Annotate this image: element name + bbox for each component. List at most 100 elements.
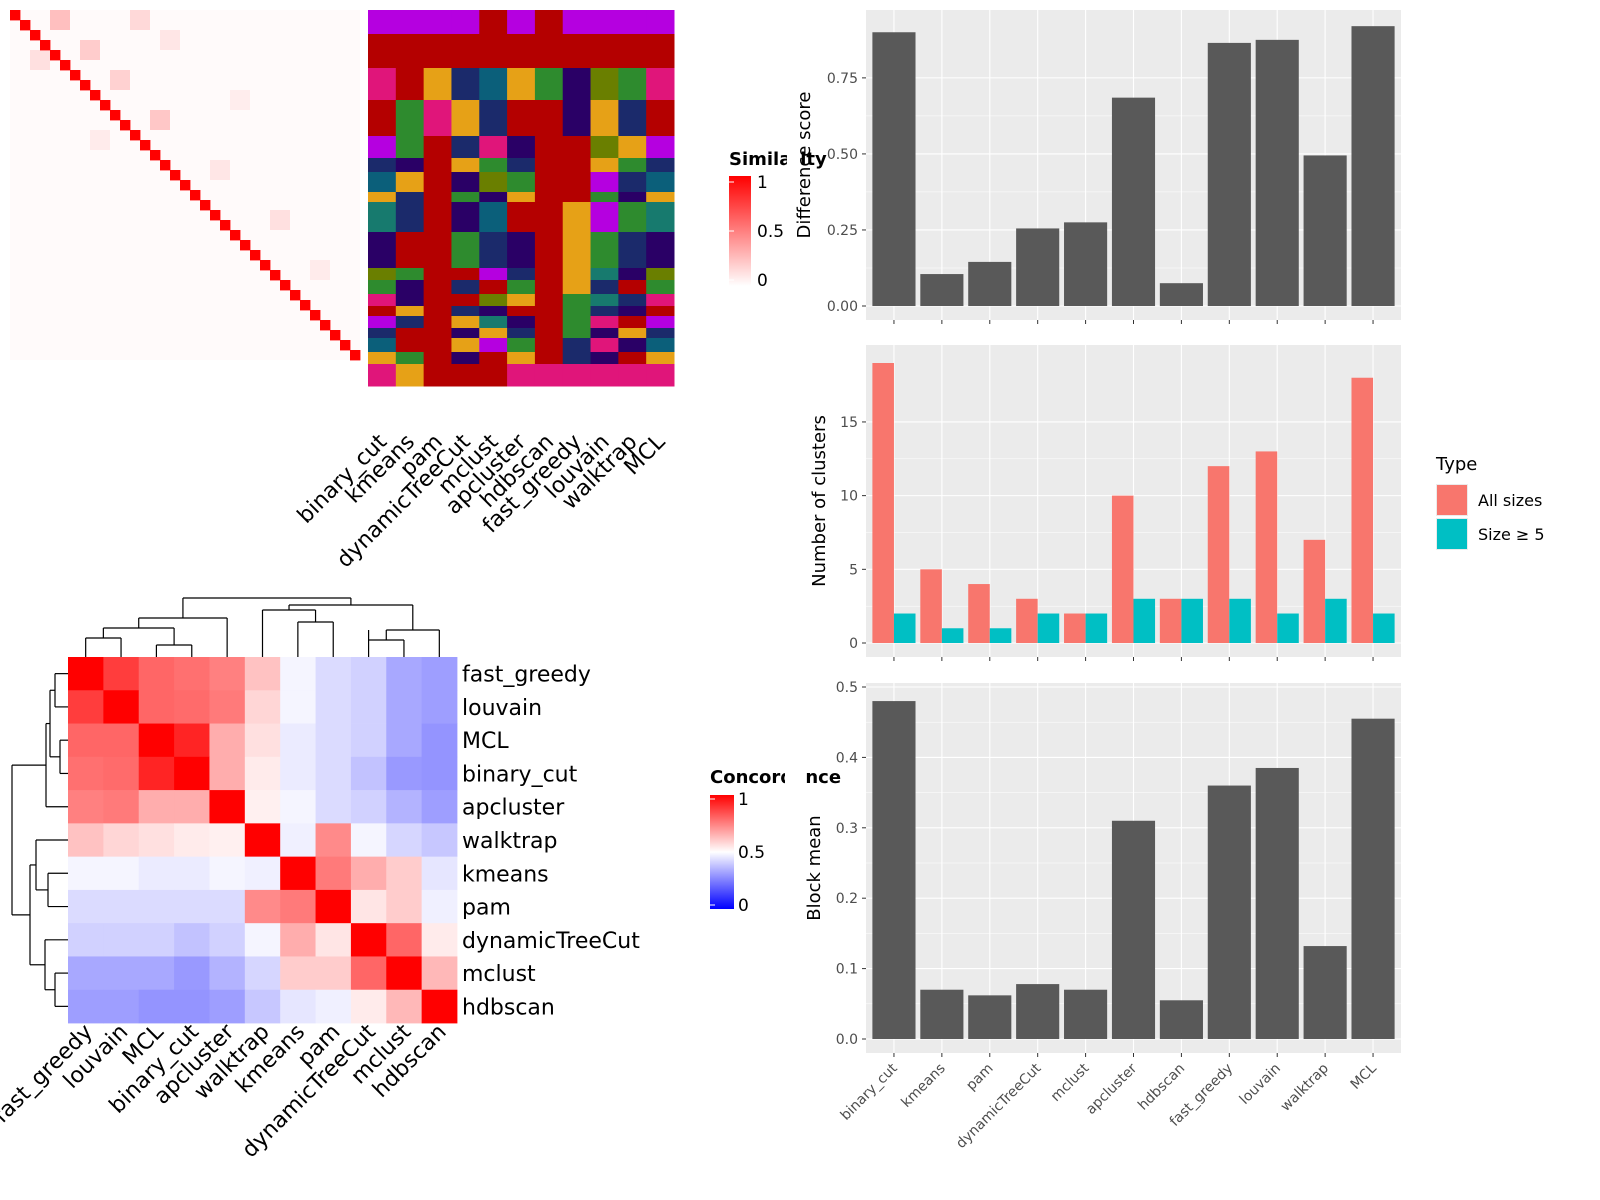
assignment-cell: [368, 202, 397, 233]
concordance-cell: [209, 956, 246, 991]
concordance-cell: [315, 889, 352, 924]
similarity-diagonal-cell: [280, 280, 291, 291]
assignment-cell: [562, 364, 592, 387]
concordance-row-label: pam: [462, 896, 511, 921]
assignment-cell: [451, 68, 480, 101]
assignment-cell: [423, 10, 452, 35]
block_mean-ytick-label: 0.5: [836, 680, 858, 696]
assignment-cell: [368, 364, 397, 387]
concordance-cell: [244, 823, 281, 858]
assignment-cell: [562, 172, 592, 193]
similarity-diagonal-cell: [330, 330, 341, 341]
block_mean-xtick-label: walktrap: [1278, 1060, 1332, 1114]
assignment-cell: [590, 34, 619, 69]
clusters-bar-all-sizes: [872, 363, 894, 643]
concordance-cell: [244, 756, 281, 791]
concordance-cell: [315, 956, 352, 991]
cluster-assignment-heatmap: binary_cutkmeanspamdynamicTreeCutmclusta…: [293, 10, 675, 573]
assignment-cell: [646, 364, 675, 387]
concordance-cell: [68, 823, 104, 858]
concordance-cell: [68, 956, 104, 991]
clusters-bar-all-sizes: [1016, 598, 1038, 643]
concordance-cell: [350, 989, 387, 1024]
assignment-cell: [368, 280, 397, 295]
concordance-cell: [280, 889, 316, 924]
concordance-cell: [315, 823, 352, 858]
assignment-cell: [590, 338, 619, 353]
block-mean-chart: 0.0 0.1 0.2 0.3 0.4 0.5 Block mean binary_cutkm…: [804, 680, 1401, 1152]
concordance-cell: [421, 790, 458, 824]
concordance-cell: [103, 856, 140, 891]
assignment-cell: [507, 352, 536, 365]
concordance-cell: [280, 956, 316, 991]
similarity-diagonal-cell: [170, 170, 181, 181]
assignment-cell: [507, 100, 536, 137]
concordance-cell: [350, 756, 387, 791]
assignment-cell: [646, 280, 675, 295]
assignment-cell: [562, 268, 592, 281]
concordance-cell: [103, 889, 140, 924]
similarity-diagonal-cell: [250, 250, 261, 261]
concordance-cell: [386, 723, 423, 758]
block_mean-bar: [1255, 767, 1299, 1039]
assignment-cell: [590, 364, 619, 387]
difference-ytick-label: 0.75: [827, 71, 858, 87]
assignment-cell: [534, 136, 564, 159]
assignment-cell: [590, 352, 619, 365]
assignment-cell: [395, 68, 425, 101]
clusters-bar-all-sizes: [1159, 598, 1182, 643]
assignment-cell: [590, 232, 619, 269]
similarity-cell: [90, 130, 110, 150]
block_mean-xtick-label: binary_cut: [838, 1060, 902, 1124]
concordance-cell: [280, 923, 316, 957]
assignment-cell: [618, 158, 647, 173]
assignment-cell: [562, 34, 592, 69]
concordance-cell: [350, 790, 387, 824]
clusters-bar-size-ge5: [1085, 613, 1108, 643]
assignment-cell: [534, 100, 564, 137]
concordance-cell: [244, 790, 281, 824]
assignment-cell: [423, 232, 452, 269]
difference-ytick-label: 0.00: [827, 299, 858, 315]
difference-ylabel: Difference score: [794, 92, 815, 239]
assignment-cell: [646, 136, 675, 159]
concordance-cell: [209, 657, 246, 691]
assignment-cell: [395, 352, 425, 365]
concordance-cell: [315, 657, 352, 691]
difference-bar: [872, 32, 916, 306]
concordance-cell: [315, 790, 352, 824]
assignment-cell: [646, 232, 675, 269]
concordance-cell: [315, 723, 352, 758]
concordance-cell: [244, 956, 281, 991]
assignment-cell: [646, 202, 675, 233]
concordance-cell: [174, 823, 210, 858]
concordance-row-label: kmeans: [462, 862, 549, 887]
concordance-cell: [174, 657, 210, 691]
concordance-legend-title: Concordance: [710, 767, 841, 788]
concordance-cell: [103, 657, 140, 691]
concordance-cell: [386, 956, 423, 991]
concordance-cell: [209, 756, 246, 791]
block_mean-bar: [1351, 718, 1395, 1039]
concordance-cell: [280, 690, 316, 724]
block_mean-bar: [1207, 785, 1251, 1039]
clusters-bar-all-sizes: [968, 584, 990, 643]
assignment-cell: [479, 158, 508, 173]
concordance-cell: [103, 989, 140, 1024]
concordance-cell: [386, 856, 423, 891]
assignment-cell: [451, 172, 480, 193]
difference-ytick-label: 0.50: [827, 147, 858, 163]
similarity-diagonal-cell: [40, 40, 51, 51]
concordance-cell: [103, 823, 140, 858]
assignment-cell: [368, 68, 397, 101]
concordance-legend-tick: 0.5: [738, 843, 765, 863]
similarity-legend-tick: 0: [757, 271, 768, 291]
assignment-cell: [534, 328, 564, 339]
assignment-cell: [395, 338, 425, 353]
type-legend-label: Size ≥ 5: [1478, 525, 1545, 544]
assignment-cell: [423, 268, 452, 281]
assignment-cell: [590, 68, 619, 101]
assignment-cell: [479, 68, 508, 101]
